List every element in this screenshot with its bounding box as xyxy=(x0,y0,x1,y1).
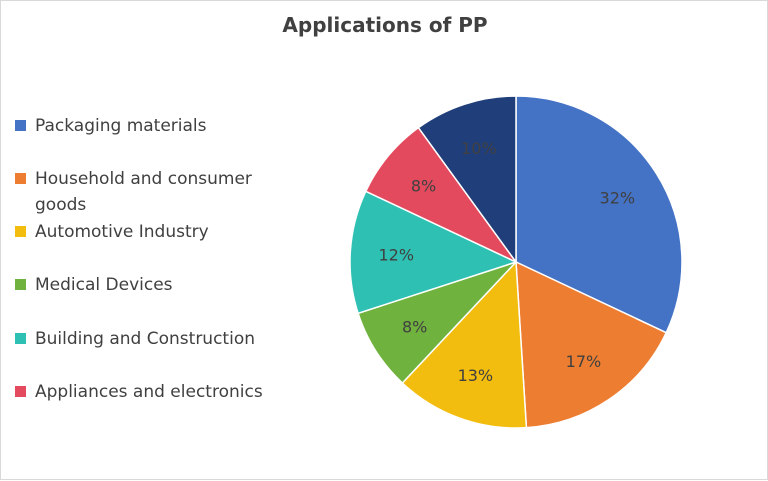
legend-label: Building and Construction xyxy=(35,329,255,349)
slice-value-label-household: 17% xyxy=(566,352,602,371)
legend-swatch xyxy=(15,333,26,344)
legend-swatch xyxy=(15,173,26,184)
legend-label: Packaging materials xyxy=(35,116,207,136)
legend-swatch xyxy=(15,279,26,290)
pie-slice-building xyxy=(349,190,519,315)
slice-value-label-appliances: 8% xyxy=(411,177,436,196)
legend-label: Medical Devices xyxy=(35,275,173,295)
legend-swatch xyxy=(15,386,26,397)
chart-title: Applications of PP xyxy=(282,13,488,37)
slice-value-label-building: 12% xyxy=(378,245,414,264)
legend-swatch xyxy=(15,226,26,237)
legend-label: Household and consumer goods xyxy=(35,169,252,215)
slice-value-label-medical: 8% xyxy=(402,317,427,336)
legend-swatch xyxy=(15,120,26,131)
pie-slice-other xyxy=(417,95,517,265)
slice-value-label-automotive: 13% xyxy=(458,366,494,385)
pie-slice-packaging xyxy=(515,95,683,334)
legend-label: Automotive Industry xyxy=(35,222,209,242)
pie-slice-automotive xyxy=(401,260,528,429)
legend-label: Appliances and electronics xyxy=(35,382,263,402)
slice-value-label-packaging: 32% xyxy=(600,189,636,208)
slice-value-label-other: 10% xyxy=(461,139,497,158)
pie-slice-household xyxy=(515,260,668,429)
